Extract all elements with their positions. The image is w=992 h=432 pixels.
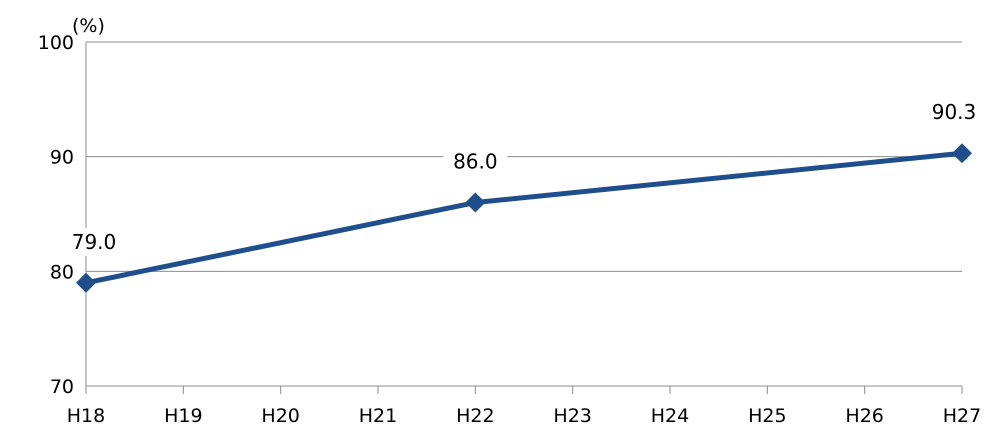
data-label-background xyxy=(922,98,986,127)
y-tick-label: 80 xyxy=(50,261,74,283)
data-label: 90.3 xyxy=(932,100,977,124)
data-labels: 79.0 86.0 90.3 xyxy=(62,98,986,256)
x-tick-label: H23 xyxy=(553,405,591,427)
x-tick-label: H18 xyxy=(67,405,105,427)
data-point-marker xyxy=(76,272,96,293)
x-tick-label: H24 xyxy=(651,405,689,427)
data-label: 79.0 xyxy=(72,230,117,254)
tick-labels: 70 80 90 100 H18 H19 H20 H21 H22 H23 H24 H25 H26 H27 xyxy=(38,32,982,427)
series-line xyxy=(85,150,963,286)
x-tick-label: H25 xyxy=(748,405,786,427)
axes xyxy=(85,42,963,394)
y-tick-label: 100 xyxy=(38,32,74,54)
series xyxy=(76,143,972,293)
x-tick-label: H27 xyxy=(943,405,981,427)
data-point-marker xyxy=(952,143,972,164)
data-label-background xyxy=(443,147,508,176)
y-tick-label: 70 xyxy=(50,376,74,398)
y-unit-label: (%) xyxy=(72,15,105,37)
gridlines xyxy=(86,41,962,272)
y-tick-label: 90 xyxy=(50,147,74,169)
data-label-background xyxy=(62,227,126,256)
x-tick-label: H26 xyxy=(845,405,883,427)
data-point-marker xyxy=(465,192,486,213)
x-tick-label: H19 xyxy=(164,405,202,427)
x-tick-label: H21 xyxy=(359,405,397,427)
x-tick-label: H22 xyxy=(456,405,494,427)
x-tick-label: H20 xyxy=(261,405,299,427)
data-label: 86.0 xyxy=(453,150,498,174)
